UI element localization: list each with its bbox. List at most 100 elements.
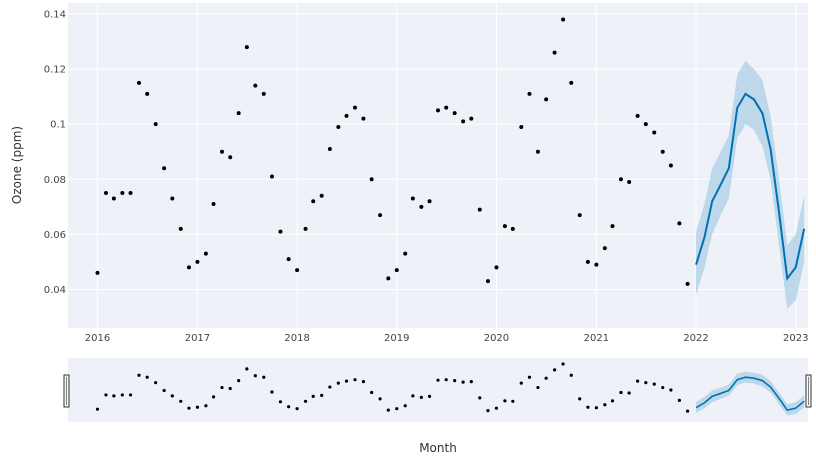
observed-point — [319, 193, 324, 198]
uncertainty-band — [696, 60, 805, 309]
range-slider-point — [669, 388, 673, 392]
range-slider-point — [120, 393, 124, 397]
observed-point — [386, 276, 391, 281]
y-tick-label: 0.1 — [50, 120, 66, 131]
observed-point — [469, 116, 474, 121]
range-slider-point — [461, 380, 465, 384]
range-slider-point — [644, 381, 648, 385]
observed-point — [145, 91, 150, 96]
range-slider-left-handle[interactable] — [63, 374, 70, 408]
observed-point — [519, 124, 524, 129]
observed-point — [378, 213, 383, 218]
observed-point — [236, 111, 241, 116]
x-tick-label: 2022 — [683, 333, 708, 344]
observed-point — [103, 191, 108, 196]
x-tick-label: 2020 — [484, 333, 509, 344]
range-slider-point — [237, 379, 241, 383]
range-slider-point — [204, 404, 208, 408]
observed-point — [369, 177, 374, 182]
range-slider-point — [145, 375, 149, 379]
range-slider-point — [328, 385, 332, 389]
uncertainty-band-area — [696, 371, 805, 416]
observed-point — [303, 226, 308, 231]
y-tick-label: 0.08 — [44, 175, 66, 186]
observed-point — [186, 265, 191, 270]
range-slider-band — [696, 371, 805, 416]
observed-point — [120, 191, 125, 196]
observed-point — [436, 108, 440, 113]
observed-point — [410, 196, 415, 201]
range-slider-point — [536, 385, 540, 390]
range-slider-point — [436, 378, 440, 382]
observed-point — [162, 166, 167, 171]
range-slider-point — [578, 397, 582, 401]
range-slider-point — [552, 368, 557, 372]
observed-point — [561, 17, 566, 22]
range-slider-point — [603, 403, 607, 407]
range-slider-point — [162, 388, 166, 393]
range-slider-point — [320, 393, 324, 398]
range-slider-point — [370, 390, 374, 395]
observed-point — [295, 268, 300, 273]
range-slider-point — [361, 380, 366, 384]
observed-point — [577, 213, 582, 218]
y-axis-ticks: 0.04 0.06 0.08 0.1 0.12 0.14 — [44, 10, 66, 296]
x-tick-label: 2023 — [783, 333, 808, 344]
range-slider-point — [444, 378, 448, 382]
x-axis-ticks: 2016 2017 2018 2019 2020 2021 2022 2023 — [85, 333, 809, 344]
observed-point — [643, 122, 648, 127]
range-slider-point — [661, 385, 665, 390]
observed-point — [253, 83, 258, 88]
range-slider-point — [170, 394, 174, 398]
observed-point — [261, 91, 266, 96]
range-slider-point — [195, 405, 200, 409]
observed-point — [668, 163, 673, 168]
observed-point — [569, 80, 574, 85]
observed-point — [269, 174, 274, 179]
range-slider-point — [211, 395, 216, 399]
main-plot-background — [68, 3, 808, 328]
range-slider-point — [594, 406, 598, 410]
range-slider-point — [652, 382, 656, 386]
observed-point — [602, 246, 607, 251]
observed-point — [211, 202, 216, 207]
y-tick-label: 0.12 — [44, 65, 66, 76]
main-grid — [68, 3, 808, 328]
range-slider-point — [344, 379, 349, 383]
range-slider-point — [295, 407, 299, 411]
observed-points — [95, 17, 690, 286]
range-slider-point — [478, 396, 482, 400]
range-slider-point — [378, 397, 382, 401]
observed-point — [136, 80, 141, 85]
range-slider-point — [486, 409, 490, 413]
observed-point — [111, 196, 116, 201]
observed-point — [311, 199, 316, 204]
observed-point — [286, 257, 291, 262]
range-slider-point — [519, 381, 523, 385]
range-slider-point — [128, 393, 133, 397]
observed-point — [352, 105, 357, 110]
observed-point — [178, 226, 183, 231]
observed-point — [220, 149, 225, 154]
range-slider-right-handle[interactable] — [805, 374, 812, 408]
observed-point — [660, 149, 665, 154]
x-tick-label: 2017 — [185, 333, 210, 344]
range-slider-point — [494, 406, 499, 410]
observed-point — [444, 105, 449, 110]
range-slider-point — [619, 390, 623, 395]
observed-point — [685, 281, 690, 286]
range-slider-point — [677, 398, 681, 402]
y-tick-label: 0.04 — [44, 285, 66, 296]
range-slider-point — [586, 405, 590, 409]
y-tick-label: 0.14 — [44, 10, 66, 21]
observed-point — [544, 97, 549, 102]
x-axis-title: Month — [419, 441, 457, 455]
observed-point — [195, 259, 200, 264]
observed-point — [552, 50, 557, 55]
forecast-line-group — [695, 92, 806, 281]
observed-point — [461, 119, 466, 124]
range-slider-point — [386, 408, 390, 412]
observed-point — [336, 124, 341, 129]
